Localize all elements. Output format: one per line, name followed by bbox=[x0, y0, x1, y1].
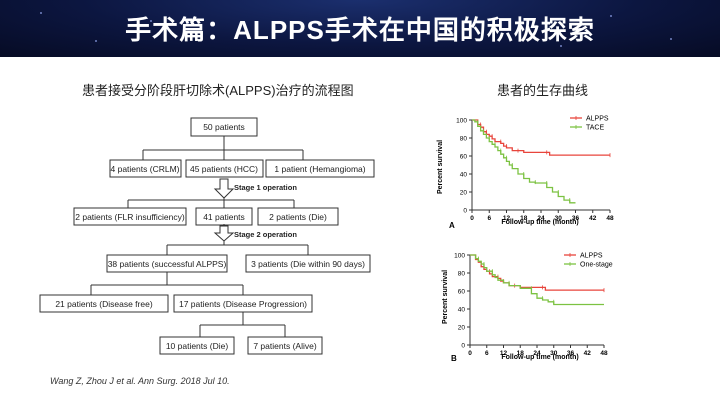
slide-title: 手术篇：ALPPS手术在中国的积极探索 bbox=[125, 15, 595, 45]
box-disease-free: 21 patients (Disease free) bbox=[55, 299, 152, 309]
flowchart-heading: 患者接受分阶段肝切除术(ALPPS)治疗的流程图 bbox=[82, 83, 354, 98]
x-tick-label: 36 bbox=[567, 350, 575, 357]
legend-label: TACE bbox=[586, 125, 604, 132]
box-crlm: 4 patients (CRLM) bbox=[111, 164, 180, 174]
y-tick-label: 0 bbox=[463, 208, 467, 215]
y-tick-label: 20 bbox=[458, 325, 466, 332]
box-41: 41 patients bbox=[203, 212, 245, 222]
stage1-label: Stage 1 operation bbox=[234, 183, 297, 192]
x-tick-label: 12 bbox=[503, 215, 511, 222]
chart-a-plot: 0 20 40 60 80 100 0 6 12 18 24 30 36 42 48 ALPPS TACE bbox=[456, 116, 614, 223]
x-tick-label: 36 bbox=[572, 215, 580, 222]
x-tick-label: 42 bbox=[589, 215, 597, 222]
box-hcc: 45 patients (HCC) bbox=[190, 164, 258, 174]
box-die: 2 patients (Die) bbox=[269, 212, 327, 222]
x-tick-label: 0 bbox=[470, 215, 474, 222]
chart-a-ylabel: Percent survival bbox=[437, 140, 444, 194]
citation: Wang Z, Zhou J et al. Ann Surg. 2018 Jul… bbox=[50, 376, 230, 386]
y-tick-label: 60 bbox=[458, 289, 466, 296]
y-tick-label: 60 bbox=[460, 154, 468, 161]
box-progression: 17 patients (Disease Progression) bbox=[179, 299, 307, 309]
chart-a-xlabel: Follow-up time (month) bbox=[501, 219, 578, 226]
y-tick-label: 40 bbox=[460, 172, 468, 179]
survival-heading: 患者的生存曲线 bbox=[497, 83, 589, 98]
chart-b-ylabel: Percent survival bbox=[442, 270, 449, 324]
x-tick-label: 30 bbox=[555, 215, 563, 222]
y-tick-label: 0 bbox=[461, 343, 465, 350]
chart-a-panel: A bbox=[449, 221, 455, 230]
y-tick-label: 80 bbox=[460, 136, 468, 143]
y-tick-label: 80 bbox=[458, 271, 466, 278]
x-tick-label: 0 bbox=[468, 350, 472, 357]
x-tick-label: 48 bbox=[600, 350, 608, 357]
x-tick-label: 6 bbox=[487, 215, 491, 222]
box-alive7: 7 patients (Alive) bbox=[253, 341, 316, 351]
y-tick-label: 20 bbox=[460, 190, 468, 197]
legend-label: ALPPS bbox=[580, 253, 603, 260]
series-line-ALPPS bbox=[470, 254, 604, 291]
chart-b-xlabel: Follow-up time (month) bbox=[501, 354, 578, 361]
y-tick-label: 40 bbox=[458, 307, 466, 314]
box-dead10: 10 patients (Die) bbox=[166, 341, 229, 351]
x-tick-label: 42 bbox=[584, 350, 592, 357]
box-flr: 2 patients (FLR insufficiency) bbox=[75, 212, 185, 222]
x-tick-label: 24 bbox=[533, 350, 541, 357]
box-die90: 3 patients (Die within 90 days) bbox=[251, 259, 365, 269]
x-tick-label: 18 bbox=[517, 350, 525, 357]
series-line-ALPPS bbox=[472, 119, 610, 156]
box-successful: 38 patients (successful ALPPS) bbox=[108, 259, 227, 269]
x-tick-label: 48 bbox=[606, 215, 614, 222]
box-hemangioma: 1 patient (Hemangioma) bbox=[274, 164, 365, 174]
stage1-arrow-icon bbox=[213, 178, 235, 199]
series-line-TACE bbox=[472, 119, 576, 204]
x-tick-label: 24 bbox=[537, 215, 545, 222]
box-total: 50 patients bbox=[203, 122, 245, 132]
x-tick-label: 6 bbox=[485, 350, 489, 357]
chart-b-panel: B bbox=[451, 354, 457, 363]
stage2-label: Stage 2 operation bbox=[234, 230, 297, 239]
legend-label: One-stage bbox=[580, 262, 613, 269]
y-tick-label: 100 bbox=[456, 118, 467, 125]
title-banner: 手术篇：ALPPS手术在中国的积极探索 bbox=[0, 0, 720, 57]
stage2-arrow-icon bbox=[213, 225, 235, 242]
x-tick-label: 30 bbox=[550, 350, 558, 357]
y-tick-label: 100 bbox=[454, 253, 465, 260]
legend-label: ALPPS bbox=[586, 116, 609, 123]
x-tick-label: 12 bbox=[500, 350, 508, 357]
x-tick-label: 18 bbox=[520, 215, 528, 222]
chart-b-plot: 0 20 40 60 80 100 0 6 12 18 24 30 36 42 48 ALPPS One-sta… bbox=[454, 253, 613, 358]
